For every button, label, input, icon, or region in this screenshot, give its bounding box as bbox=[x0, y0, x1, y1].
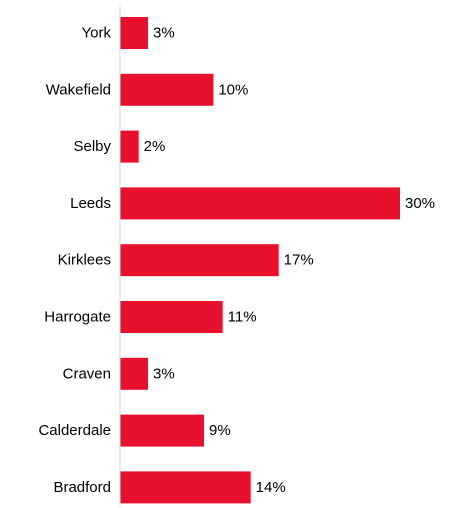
value-label-wakefield: 10% bbox=[218, 81, 248, 98]
value-label-leeds: 30% bbox=[405, 195, 435, 212]
value-label-calderdale: 9% bbox=[209, 422, 231, 439]
category-label-craven: Craven bbox=[63, 365, 111, 382]
value-label-york: 3% bbox=[153, 25, 175, 42]
value-labels-group: 3% 10% 2% 30% 17% 11% 3% 9% 14% bbox=[144, 25, 435, 496]
bar-selby bbox=[120, 130, 139, 163]
category-label-leeds: Leeds bbox=[70, 195, 111, 212]
value-label-craven: 3% bbox=[153, 365, 175, 382]
category-label-calderdale: Calderdale bbox=[38, 422, 111, 439]
bar-leeds bbox=[120, 187, 400, 220]
bar-calderdale bbox=[120, 414, 204, 447]
bars-group bbox=[120, 17, 400, 504]
category-label-harrogate: Harrogate bbox=[44, 309, 111, 326]
category-labels-group: York Wakefield Selby Leeds Kirklees Harrogate… bbox=[38, 25, 111, 496]
category-label-bradford: Bradford bbox=[53, 479, 111, 496]
category-label-selby: Selby bbox=[73, 138, 111, 155]
bar-kirklees bbox=[120, 244, 279, 277]
category-label-wakefield: Wakefield bbox=[46, 81, 111, 98]
bar-wakefield bbox=[120, 73, 214, 106]
category-label-york: York bbox=[82, 25, 112, 42]
bar-craven bbox=[120, 357, 148, 390]
value-label-bradford: 14% bbox=[256, 479, 286, 496]
bar-york bbox=[120, 17, 148, 49]
bar-bradford bbox=[120, 471, 251, 504]
value-label-selby: 2% bbox=[144, 138, 166, 155]
bar-harrogate bbox=[120, 301, 223, 333]
value-label-kirklees: 17% bbox=[284, 252, 314, 269]
category-label-kirklees: Kirklees bbox=[58, 252, 111, 269]
value-label-harrogate: 11% bbox=[228, 309, 257, 326]
